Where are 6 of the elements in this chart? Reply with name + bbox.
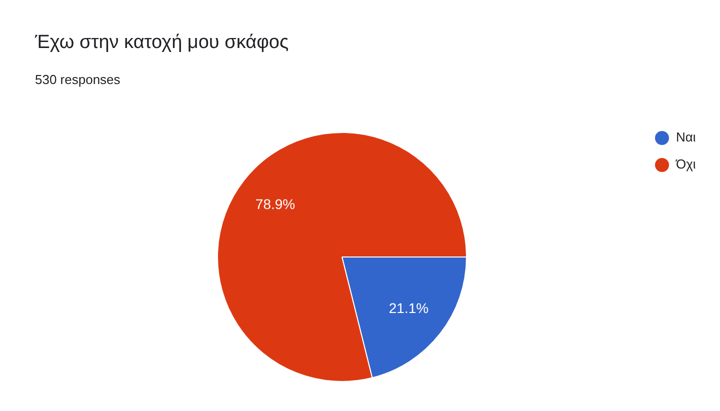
text: 530 responses — [35, 72, 120, 87]
legend-label: Ναι — [676, 130, 696, 145]
data-label: 21.1% — [388, 300, 429, 316]
chart-title: Έχω στην κατοχή μου σκάφος — [35, 32, 289, 54]
legend-label: Όχι — [675, 156, 696, 172]
data-label: 78.9% — [255, 196, 296, 212]
